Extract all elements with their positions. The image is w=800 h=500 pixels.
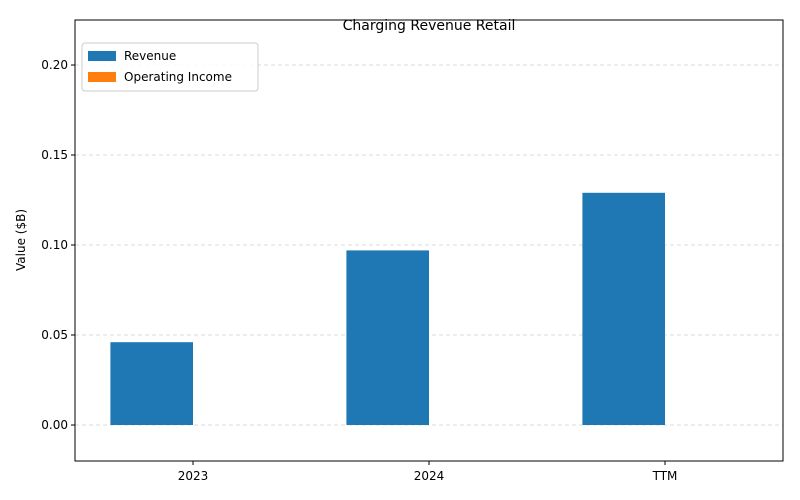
legend-label: Revenue [124, 49, 176, 63]
y-tick-label: 0.15 [41, 148, 68, 162]
legend-box [81, 42, 259, 92]
x-tick-label: 2023 [178, 469, 209, 483]
bar-revenue [346, 250, 429, 425]
legend-label: Operating Income [124, 70, 232, 84]
y-axis-label: Value ($B) [14, 209, 28, 271]
bars [110, 192, 665, 425]
x-axis-ticks: 2023 2024 TTM [178, 461, 678, 483]
y-tick-label: 0.20 [41, 58, 68, 72]
y-tick-label: 0.00 [41, 418, 68, 432]
legend: Revenue Operating Income [81, 42, 259, 92]
chart-title: Charging Revenue Retail [343, 18, 516, 34]
plot-frame [74, 19, 784, 462]
x-tick-label: TTM [652, 469, 678, 483]
bar-revenue [110, 342, 193, 425]
y-axis-ticks: 0.00 0.05 0.10 0.15 0.20 [41, 58, 75, 432]
legend-swatch [88, 51, 116, 61]
y-tick-label: 0.10 [41, 238, 68, 252]
bar-revenue [582, 192, 665, 425]
y-tick-label: 0.05 [41, 328, 68, 342]
x-tick-label: 2024 [414, 469, 445, 483]
legend-swatch [88, 72, 116, 82]
